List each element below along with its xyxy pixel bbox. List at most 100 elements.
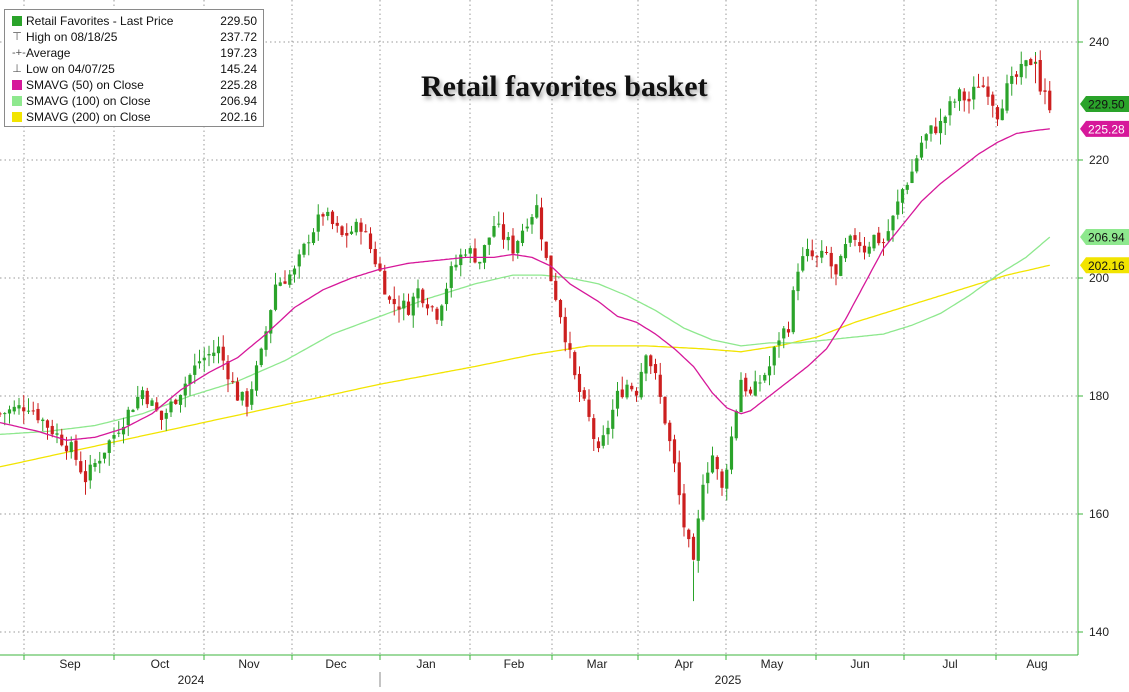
average-marker-icon: -+- bbox=[12, 47, 26, 59]
candle-body bbox=[79, 461, 83, 473]
candle-body bbox=[235, 381, 240, 401]
candle-body bbox=[245, 391, 249, 407]
candle-body bbox=[782, 328, 786, 339]
candle-body bbox=[330, 211, 335, 225]
candle-body bbox=[630, 385, 634, 390]
candle-body bbox=[283, 281, 287, 284]
legend-value: 229.50 bbox=[220, 14, 257, 28]
candle-body bbox=[83, 471, 88, 483]
candle-body bbox=[88, 464, 92, 481]
legend-label: Low on 04/07/25 bbox=[26, 62, 115, 76]
x-tick-label: Jun bbox=[850, 657, 869, 671]
candle-body bbox=[117, 432, 121, 434]
candle-body bbox=[440, 305, 444, 321]
candle-body bbox=[316, 214, 320, 232]
candle-body bbox=[221, 346, 225, 361]
candle-body bbox=[36, 408, 40, 421]
candle-body bbox=[725, 469, 729, 489]
y-tick-label: 240 bbox=[1089, 35, 1109, 49]
candle-body bbox=[834, 264, 838, 275]
candle-body bbox=[278, 282, 282, 286]
legend-row-main: Retail Favorites - Last Price 229.50 bbox=[9, 13, 263, 29]
candle-body bbox=[839, 255, 843, 276]
candle-body bbox=[421, 289, 425, 304]
candle-body bbox=[501, 224, 506, 240]
candle-body bbox=[487, 237, 491, 245]
candle-body bbox=[1024, 60, 1028, 67]
candle-body bbox=[1005, 83, 1009, 111]
candle-body bbox=[231, 380, 235, 382]
candle-body bbox=[910, 171, 914, 183]
candle-body bbox=[530, 217, 534, 225]
candle-body bbox=[292, 268, 297, 275]
value-badge bbox=[1080, 120, 1129, 137]
candle-body bbox=[112, 435, 116, 439]
candle-body bbox=[435, 308, 439, 320]
value-badge bbox=[1080, 229, 1129, 246]
candle-body bbox=[682, 493, 686, 528]
x-tick-label: Jul bbox=[942, 657, 957, 671]
candle-body bbox=[98, 460, 102, 464]
candle-body bbox=[121, 426, 126, 435]
candle-body bbox=[335, 222, 339, 226]
year-label: 2024 bbox=[178, 673, 205, 687]
candle-body bbox=[592, 418, 596, 440]
candle-body bbox=[953, 101, 957, 103]
candle-body bbox=[406, 301, 411, 315]
candle-body bbox=[858, 242, 862, 246]
y-tick-label: 220 bbox=[1089, 153, 1109, 167]
legend-label: SMAVG (50) on Close bbox=[26, 78, 144, 92]
candle-body bbox=[140, 390, 145, 400]
candle-body bbox=[924, 134, 928, 141]
legend-value: 237.72 bbox=[220, 30, 257, 44]
candle-body bbox=[368, 233, 373, 250]
candle-body bbox=[915, 158, 919, 172]
candle-body bbox=[824, 251, 829, 253]
candle-body bbox=[226, 361, 230, 380]
candle-body bbox=[349, 231, 354, 234]
x-tick-label: Apr bbox=[675, 657, 694, 671]
candle-body bbox=[672, 439, 677, 464]
candle-body bbox=[596, 441, 601, 449]
candle-body bbox=[392, 298, 396, 305]
candle-body bbox=[535, 205, 539, 218]
candle-body bbox=[188, 374, 192, 385]
legend-label: Average bbox=[26, 46, 71, 60]
candle-body bbox=[976, 86, 981, 88]
candle-body bbox=[563, 316, 567, 343]
candle-body bbox=[17, 405, 21, 409]
low-marker-icon: ⊥ bbox=[12, 63, 22, 75]
y-tick-label: 160 bbox=[1089, 507, 1109, 521]
legend-row-sma50: SMAVG (50) on Close 225.28 bbox=[9, 77, 263, 93]
candle-body bbox=[729, 436, 734, 470]
candle-body bbox=[321, 214, 325, 217]
sma50-swatch bbox=[12, 80, 22, 90]
candle-body bbox=[425, 304, 430, 309]
candle-body bbox=[378, 263, 382, 271]
candle-body bbox=[929, 125, 933, 134]
candle-body bbox=[22, 407, 26, 412]
candle-body bbox=[164, 412, 168, 419]
gridlines bbox=[0, 0, 1078, 655]
candle-body bbox=[943, 116, 947, 124]
candle-body bbox=[639, 371, 643, 398]
candle-body bbox=[568, 343, 572, 350]
candle-body bbox=[649, 355, 653, 367]
candle-body bbox=[767, 366, 772, 376]
candle-body bbox=[872, 234, 876, 249]
legend-label: SMAVG (200) on Close bbox=[26, 110, 151, 124]
legend-value: 206.94 bbox=[220, 94, 257, 108]
candle-body bbox=[193, 365, 197, 375]
candle-body bbox=[216, 346, 221, 354]
candle-body bbox=[326, 211, 330, 217]
candle-body bbox=[582, 390, 586, 399]
candle-body bbox=[644, 355, 648, 374]
candle-body bbox=[0, 413, 2, 415]
candle-body bbox=[720, 471, 724, 488]
axes: 140 160 180 200 220 240 Sep Oct Nov Dec Jan Feb Mar A… bbox=[0, 0, 1109, 687]
candle-body bbox=[93, 463, 97, 467]
candle-body bbox=[169, 401, 173, 413]
candle-body bbox=[459, 254, 463, 266]
